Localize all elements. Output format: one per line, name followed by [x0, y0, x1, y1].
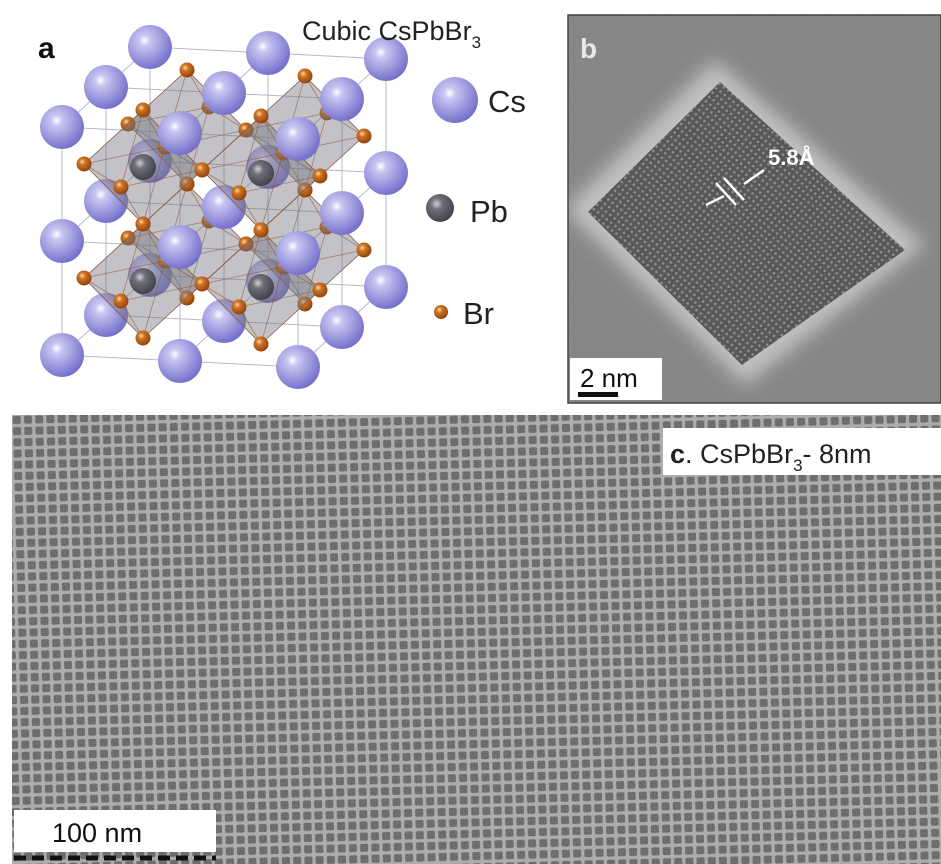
- br-atom: [313, 169, 328, 184]
- cs-atom: [276, 345, 320, 389]
- tem-image: [12, 415, 941, 864]
- br-atom: [180, 63, 195, 78]
- br-atom: [77, 271, 92, 286]
- cs-atom: [158, 111, 202, 155]
- br-atom: [298, 69, 313, 84]
- figure: a Cubic CsPbBr3 Cs Pb Br b 5.8Å 2 nm c. …: [0, 0, 941, 864]
- br-atom: [357, 243, 372, 258]
- br-atom: [195, 163, 210, 178]
- br-atom: [136, 217, 151, 232]
- noise: [12, 415, 941, 864]
- cs-atom: [202, 71, 246, 115]
- br-atom: [136, 331, 151, 346]
- cs-atom: [364, 151, 408, 195]
- br-atom: [357, 129, 372, 144]
- caption-subscript: 3: [793, 456, 802, 475]
- pb-atom: [130, 154, 156, 180]
- br-atom: [114, 180, 129, 195]
- hrtem-image: [565, 15, 941, 403]
- caption-text: . CsPbBr: [685, 439, 793, 469]
- scale-label: 2 nm: [580, 363, 638, 393]
- spacing-label: 5.8Å: [768, 144, 815, 170]
- pb-atom: [130, 268, 156, 294]
- br-atom: [254, 337, 269, 352]
- cs-atom: [128, 25, 172, 69]
- panel-label: c: [670, 439, 685, 469]
- br-atom: [254, 223, 269, 238]
- legend-cs-icon: [432, 77, 478, 123]
- cs-atom: [158, 339, 202, 383]
- br-atom: [254, 109, 269, 124]
- cs-atom: [40, 333, 84, 377]
- br-atom: [114, 294, 129, 309]
- cs-atom: [276, 117, 320, 161]
- cs-atom: [40, 219, 84, 263]
- legend-br-icon: [434, 305, 448, 319]
- noise: [568, 15, 941, 403]
- legend-pb-icon: [426, 194, 454, 222]
- legend-label: Cs: [488, 84, 526, 119]
- br-atom: [136, 103, 151, 118]
- scale-label: 100 nm: [52, 818, 142, 848]
- page: a Cubic CsPbBr3 Cs Pb Br b 5.8Å 2 nm c. …: [0, 0, 941, 864]
- legend-label: Br: [463, 296, 494, 331]
- br-atom: [313, 283, 328, 298]
- pb-atom: [248, 160, 274, 186]
- cs-atom: [246, 31, 290, 75]
- br-atom: [195, 277, 210, 292]
- caption-suffix: - 8nm: [803, 439, 872, 469]
- panel-label: a: [38, 32, 55, 65]
- title-subscript: 3: [472, 33, 481, 52]
- cs-atom: [158, 225, 202, 269]
- cs-atom: [364, 265, 408, 309]
- scale-bar: [578, 392, 618, 397]
- cs-atom: [320, 191, 364, 235]
- cs-atom: [320, 77, 364, 121]
- br-atom: [232, 186, 247, 201]
- br-atom: [77, 157, 92, 172]
- br-atom: [232, 300, 247, 315]
- legend-label: Pb: [470, 194, 508, 229]
- cs-atom: [320, 305, 364, 349]
- cs-atom: [276, 231, 320, 275]
- pb-atom: [248, 274, 274, 300]
- crystal-structure: [40, 25, 408, 389]
- panel-label: b: [580, 33, 597, 64]
- cs-atom: [40, 105, 84, 149]
- title-text: Cubic CsPbBr: [302, 16, 472, 46]
- cs-atom: [84, 65, 128, 109]
